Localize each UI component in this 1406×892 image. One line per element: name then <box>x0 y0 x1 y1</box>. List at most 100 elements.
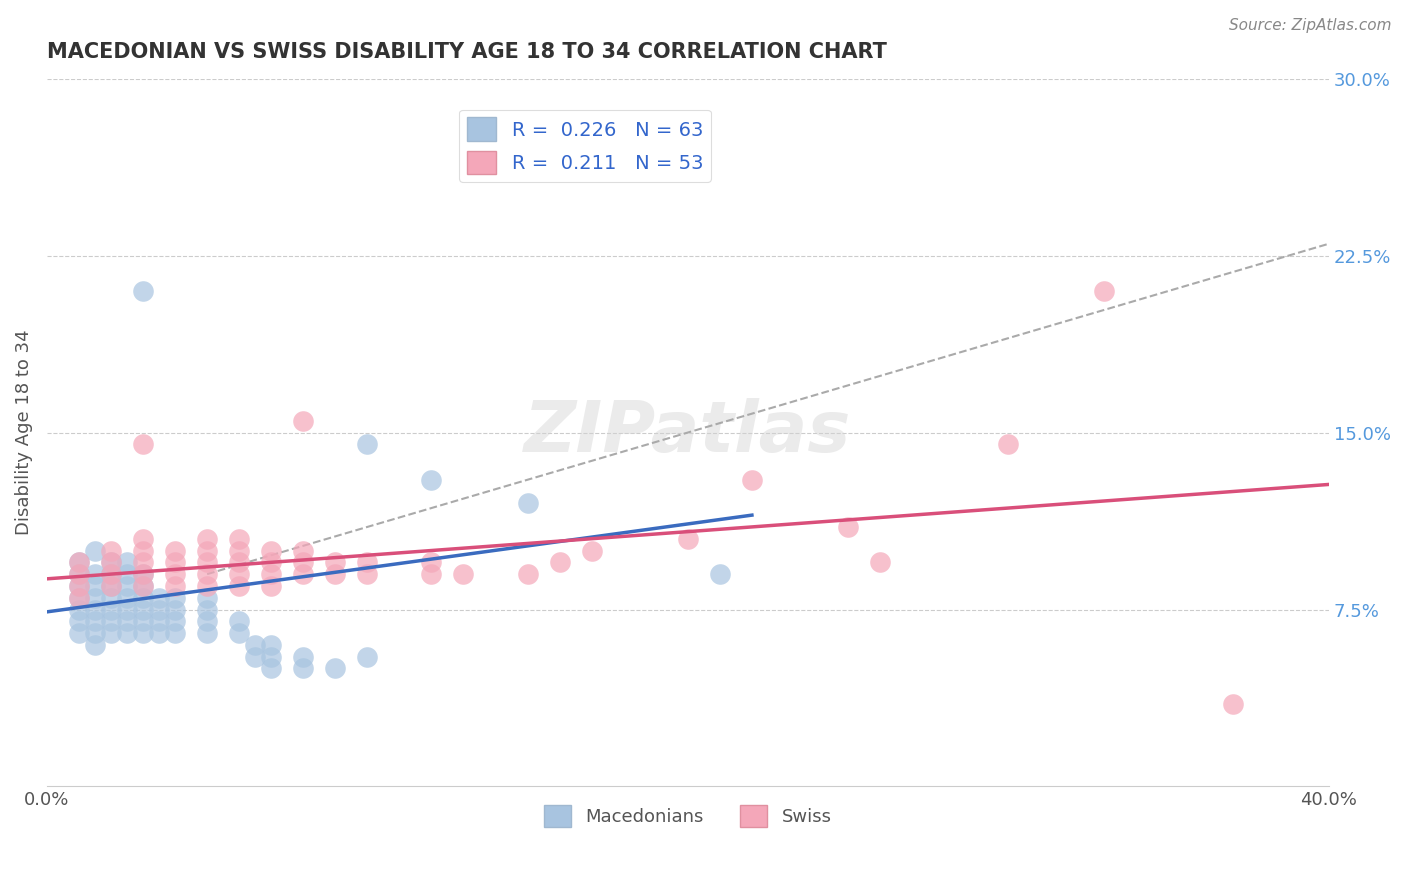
Point <box>100 567 122 582</box>
Point <box>132 615 155 629</box>
Point <box>292 543 315 558</box>
Point <box>165 543 187 558</box>
Point <box>260 567 283 582</box>
Point <box>115 555 138 569</box>
Point <box>132 567 155 582</box>
Point <box>148 602 170 616</box>
Point <box>1094 284 1116 298</box>
Y-axis label: Disability Age 18 to 34: Disability Age 18 to 34 <box>15 330 32 535</box>
Point <box>260 579 283 593</box>
Point <box>1222 697 1244 711</box>
Point <box>148 615 170 629</box>
Point <box>228 532 250 546</box>
Point <box>195 579 218 593</box>
Point <box>195 543 218 558</box>
Point <box>100 615 122 629</box>
Point <box>115 615 138 629</box>
Point <box>115 591 138 605</box>
Point <box>195 555 218 569</box>
Point <box>869 555 891 569</box>
Point <box>84 638 107 652</box>
Point <box>67 602 90 616</box>
Point <box>67 615 90 629</box>
Point <box>420 567 443 582</box>
Text: Source: ZipAtlas.com: Source: ZipAtlas.com <box>1229 18 1392 33</box>
Point <box>228 626 250 640</box>
Point <box>67 579 90 593</box>
Point <box>260 661 283 675</box>
Point <box>195 567 218 582</box>
Point <box>420 473 443 487</box>
Point <box>548 555 571 569</box>
Point <box>356 567 378 582</box>
Point <box>132 579 155 593</box>
Point <box>165 615 187 629</box>
Point <box>323 555 346 569</box>
Point <box>67 626 90 640</box>
Point <box>420 555 443 569</box>
Point <box>100 579 122 593</box>
Point <box>228 567 250 582</box>
Point <box>260 649 283 664</box>
Point <box>997 437 1019 451</box>
Point <box>516 496 538 510</box>
Point <box>100 567 122 582</box>
Point <box>148 591 170 605</box>
Point <box>132 532 155 546</box>
Point <box>323 661 346 675</box>
Point <box>115 602 138 616</box>
Point <box>516 567 538 582</box>
Point <box>260 555 283 569</box>
Point <box>165 602 187 616</box>
Point <box>84 567 107 582</box>
Point <box>115 567 138 582</box>
Point <box>132 437 155 451</box>
Point <box>67 579 90 593</box>
Point <box>245 649 267 664</box>
Point <box>676 532 699 546</box>
Point <box>356 649 378 664</box>
Point <box>67 567 90 582</box>
Point <box>100 555 122 569</box>
Point <box>100 555 122 569</box>
Point <box>67 591 90 605</box>
Point <box>292 649 315 664</box>
Point <box>67 567 90 582</box>
Point <box>84 615 107 629</box>
Point <box>581 543 603 558</box>
Point <box>132 555 155 569</box>
Point <box>132 284 155 298</box>
Legend: Macedonians, Swiss: Macedonians, Swiss <box>537 797 839 834</box>
Point <box>84 579 107 593</box>
Point <box>84 543 107 558</box>
Point <box>356 555 378 569</box>
Point <box>84 626 107 640</box>
Point <box>67 555 90 569</box>
Point <box>228 579 250 593</box>
Text: ZIPatlas: ZIPatlas <box>524 398 852 467</box>
Point <box>356 437 378 451</box>
Point <box>837 520 859 534</box>
Point <box>741 473 763 487</box>
Point <box>260 638 283 652</box>
Point <box>323 567 346 582</box>
Point <box>165 579 187 593</box>
Point <box>453 567 475 582</box>
Text: MACEDONIAN VS SWISS DISABILITY AGE 18 TO 34 CORRELATION CHART: MACEDONIAN VS SWISS DISABILITY AGE 18 TO… <box>46 42 887 62</box>
Point <box>292 661 315 675</box>
Point <box>165 555 187 569</box>
Point <box>228 555 250 569</box>
Point <box>195 626 218 640</box>
Point <box>228 615 250 629</box>
Point <box>292 414 315 428</box>
Point <box>132 543 155 558</box>
Point <box>115 579 138 593</box>
Point <box>115 626 138 640</box>
Point <box>195 615 218 629</box>
Point <box>84 591 107 605</box>
Point <box>132 567 155 582</box>
Point <box>165 567 187 582</box>
Point <box>132 602 155 616</box>
Point <box>292 555 315 569</box>
Point <box>132 626 155 640</box>
